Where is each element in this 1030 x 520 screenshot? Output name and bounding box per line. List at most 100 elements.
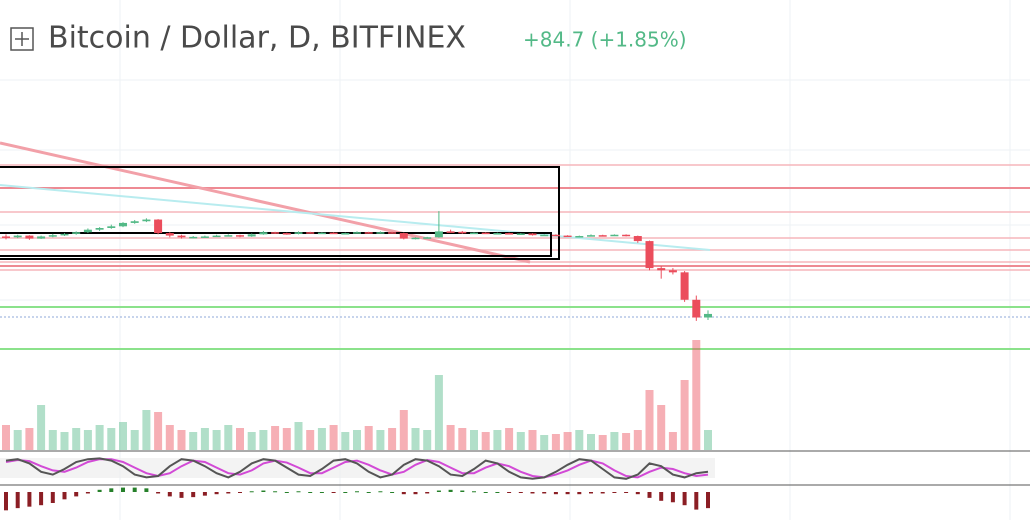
macd-bar <box>331 492 336 493</box>
volume-bar <box>493 430 502 450</box>
candle-body <box>364 232 373 234</box>
macd-bar <box>507 492 512 493</box>
candle-body <box>610 234 619 237</box>
macd-bar <box>600 492 605 494</box>
volume-bar <box>107 428 116 450</box>
volume-bar <box>633 430 642 450</box>
volume-bar <box>540 435 549 450</box>
macd-bar <box>448 489 453 492</box>
volume-bar <box>528 430 537 450</box>
candle-body <box>200 236 209 238</box>
macd-bar <box>319 492 324 493</box>
drawings <box>0 141 1030 486</box>
macd-bar <box>577 492 582 495</box>
candle-body <box>154 219 163 234</box>
candle-body <box>540 234 549 237</box>
macd-bar <box>565 492 570 495</box>
volume-bar <box>704 430 712 450</box>
chart-title: Bitcoin / Dollar, D, BITFINEX <box>48 21 466 56</box>
candle-body <box>236 235 244 237</box>
macd-bar <box>214 492 219 495</box>
candle-body <box>72 232 81 234</box>
candle-body <box>282 233 291 235</box>
change-label: +84.7 (+1.85%) <box>523 28 687 52</box>
candle-body <box>107 226 116 228</box>
volume-bar <box>458 428 467 450</box>
macd-bar <box>167 492 172 497</box>
macd-bar <box>612 492 617 493</box>
macd-bar <box>273 491 278 493</box>
macd-bar <box>343 492 348 493</box>
volume-bar <box>317 428 326 450</box>
volume-bar <box>376 430 385 450</box>
candle-body <box>60 233 69 236</box>
volume-bar <box>247 432 256 450</box>
candle-body <box>704 313 712 318</box>
candle-body <box>2 236 10 238</box>
macd-bar <box>296 491 301 493</box>
candle-body <box>575 236 584 238</box>
volume-bar <box>2 425 10 450</box>
candle-body <box>505 233 514 235</box>
macd-bar <box>413 492 418 495</box>
candle-body <box>551 234 560 237</box>
macd-bar <box>542 492 547 494</box>
volume-bar <box>399 410 408 450</box>
candle-body <box>224 235 233 237</box>
volume-bar <box>470 430 478 450</box>
candle-body <box>388 232 397 234</box>
candle-body <box>493 233 502 235</box>
macd-bar <box>483 492 488 493</box>
macd-bar <box>179 492 184 498</box>
volume-bar <box>165 425 174 450</box>
candle-body <box>598 235 607 237</box>
volume-bar <box>37 405 46 450</box>
macd-bar <box>156 492 161 494</box>
macd-bar <box>436 490 441 492</box>
volume-bar <box>224 425 233 450</box>
candle-body <box>446 231 455 233</box>
candle-body <box>25 235 34 239</box>
macd-bar <box>97 489 102 492</box>
macd-bar <box>74 492 79 497</box>
macd-bar <box>284 492 289 493</box>
volume-bar <box>481 432 490 450</box>
macd-bar <box>425 492 430 494</box>
candle-body <box>259 232 268 235</box>
macd-bar <box>378 491 383 493</box>
volume-bar <box>212 430 221 450</box>
macd-bar <box>109 488 114 492</box>
macd-bar <box>4 492 8 511</box>
volume-bar <box>154 412 163 450</box>
macd-bar <box>238 492 242 493</box>
candle-body <box>247 234 256 237</box>
candle-body <box>633 236 642 242</box>
volume-bar <box>177 430 186 450</box>
volume-bar <box>294 422 303 450</box>
candle-body <box>622 234 631 237</box>
macd-bar <box>706 492 710 509</box>
candle-body <box>13 235 22 238</box>
volume-bar <box>271 426 280 450</box>
volume-bar <box>83 430 92 450</box>
macd-bar <box>308 492 313 493</box>
macd-bar <box>390 492 395 493</box>
legend-icon[interactable] <box>10 27 34 51</box>
volume-bar <box>587 434 595 450</box>
candle-body <box>165 233 174 236</box>
volume-bar <box>610 432 619 450</box>
macd-bar <box>670 492 675 503</box>
candle-body <box>645 241 654 269</box>
candle-body <box>317 232 326 235</box>
macd-bar <box>530 492 535 494</box>
volume-bar <box>200 428 209 450</box>
candle-body <box>119 222 127 227</box>
volume-bar <box>563 432 572 450</box>
macd-bar <box>694 492 699 510</box>
volume-bar <box>692 340 701 450</box>
macd-bar <box>495 492 500 493</box>
candle-body <box>341 233 350 235</box>
volume-bar <box>13 430 22 450</box>
volume-bar <box>341 432 350 450</box>
